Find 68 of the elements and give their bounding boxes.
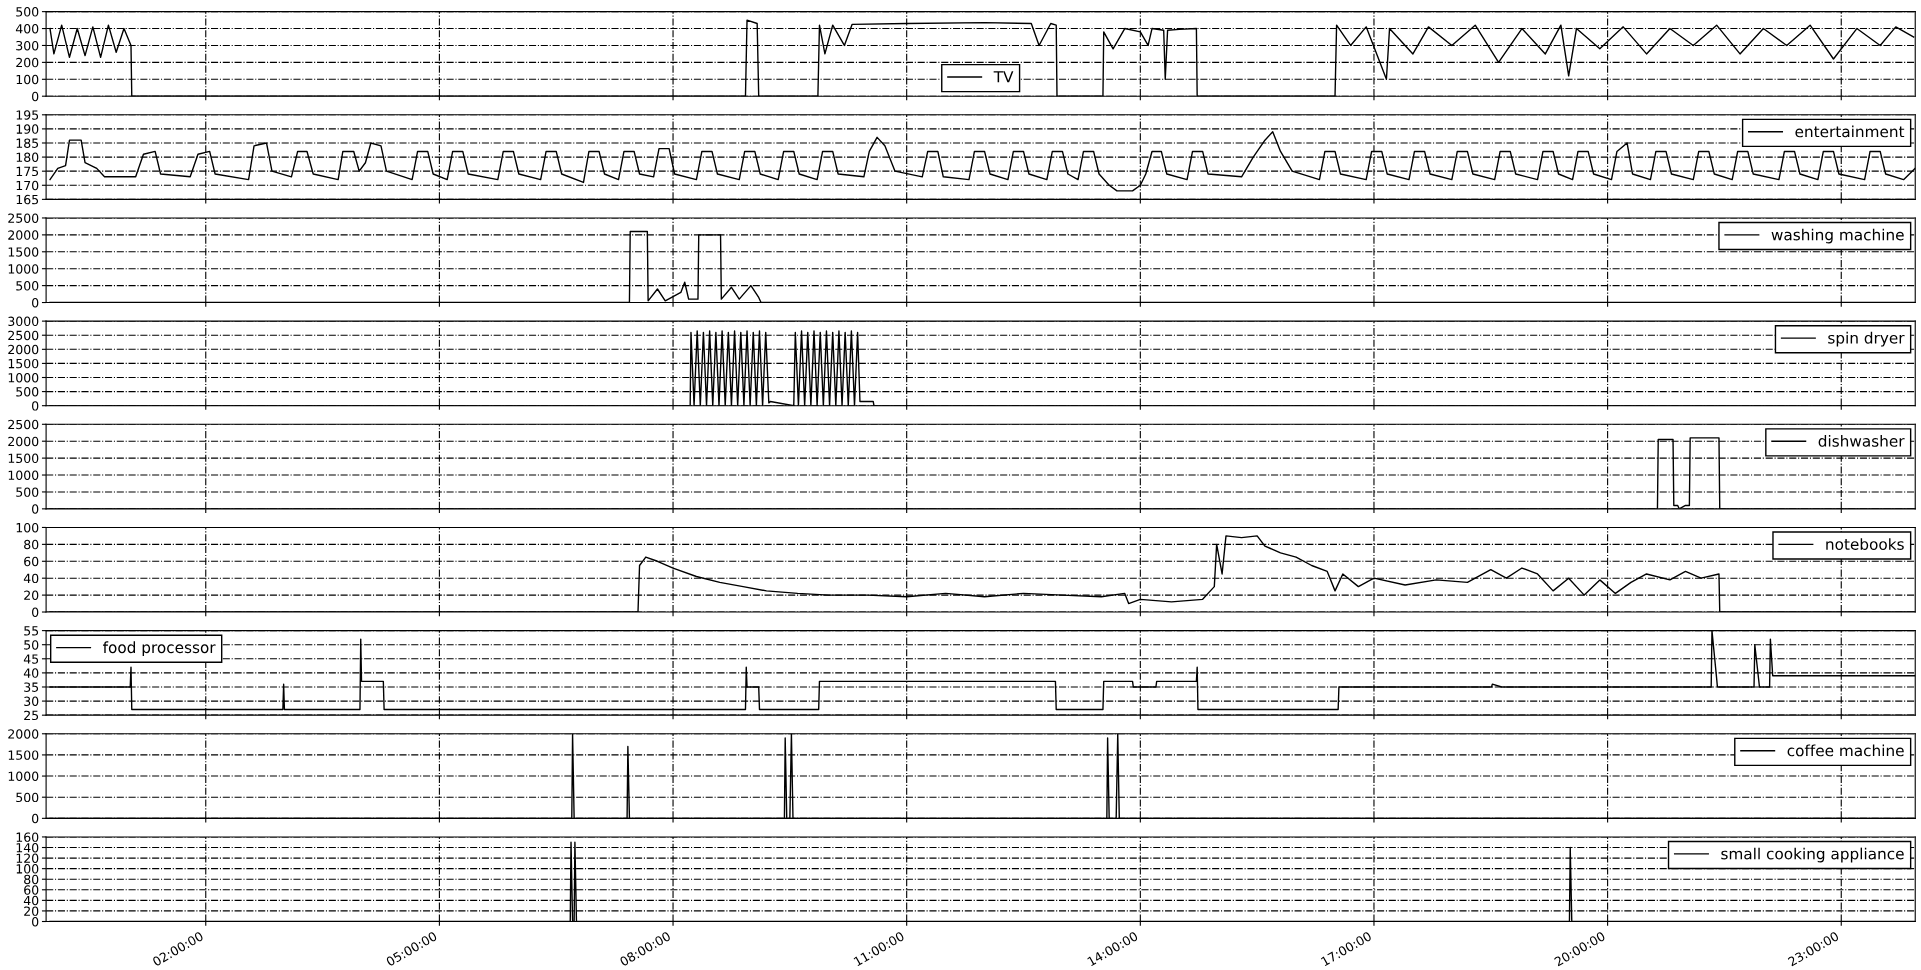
y-tick-label: 2000 (8, 436, 39, 447)
y-tick-label: 0 (32, 607, 39, 617)
y-tick-label: 500 (16, 7, 39, 17)
y-tick-label: 1500 (8, 247, 39, 257)
legend-label: notebooks (1826, 538, 1904, 550)
y-tick-label: 1500 (8, 358, 39, 369)
y-tick-label: 100 (16, 74, 39, 85)
y-tick-label: 0 (32, 401, 39, 411)
y-tick-label: 0 (32, 813, 39, 824)
y-tick-label: 120 (16, 853, 39, 864)
y-tick-label: 20 (24, 906, 39, 916)
y-tick-label: 160 (16, 832, 39, 842)
y-tick-label: 2000 (8, 230, 39, 240)
y-tick-label: 500 (16, 281, 39, 291)
y-tick-label: 60 (24, 885, 39, 895)
legend-label: washing machine (1771, 228, 1904, 244)
y-tick-label: 60 (24, 556, 39, 567)
y-tick-label: 140 (16, 842, 39, 853)
y-tick-label: 0 (32, 916, 39, 927)
y-tick-label: 400 (15, 24, 39, 34)
y-tick-label: 1000 (8, 372, 39, 383)
y-tick-label: 25 (24, 710, 39, 721)
y-tick-label: 195 (16, 110, 39, 120)
legend-label: spin dryer (1828, 331, 1905, 347)
y-tick-label: 20 (24, 590, 39, 601)
y-tick-label: 1500 (8, 750, 39, 760)
y-tick-label: 30 (24, 696, 39, 707)
y-tick-label: 80 (24, 539, 39, 550)
y-tick-label: 35 (24, 682, 39, 692)
y-tick-label: 500 (16, 792, 39, 803)
y-tick-label: 1000 (8, 470, 39, 480)
y-tick-label: 2000 (8, 344, 39, 355)
y-tick-label: 175 (16, 166, 39, 177)
y-tick-label: 45 (23, 654, 39, 664)
y-tick-label: 2500 (8, 330, 39, 341)
y-tick-label: 2500 (8, 213, 39, 223)
legend-label: coffee machine (1787, 744, 1904, 757)
y-tick-label: 500 (16, 487, 39, 497)
legend-label: small cooking appliance (1721, 847, 1904, 863)
y-tick-label: 1000 (8, 771, 39, 781)
y-tick-label: 2500 (8, 419, 39, 430)
y-tick-label: 40 (23, 895, 39, 906)
y-tick-label: 40 (23, 668, 39, 678)
y-tick-label: 300 (16, 40, 39, 51)
y-tick-label: 185 (16, 138, 39, 148)
y-tick-label: 80 (24, 874, 39, 885)
legend-label: food processor (102, 641, 216, 657)
y-tick-label: 1500 (8, 453, 39, 464)
y-tick-label: 50 (24, 640, 39, 650)
y-tick-label: 165 (16, 194, 39, 205)
y-tick-label: 0 (32, 504, 39, 514)
y-tick-label: 55 (24, 626, 39, 636)
y-tick-label: 100 (16, 864, 39, 874)
y-tick-label: 170 (16, 180, 39, 191)
y-tick-label: 180 (16, 152, 39, 163)
y-tick-label: 200 (16, 57, 39, 68)
y-tick-label: 0 (32, 298, 39, 308)
y-tick-label: 0 (32, 91, 39, 102)
legend-label: dishwasher (1818, 434, 1905, 447)
y-tick-label: 190 (16, 124, 39, 134)
y-tick-label: 2000 (8, 729, 39, 739)
legend-label: entertainment (1795, 125, 1905, 138)
y-tick-label: 100 (16, 522, 39, 533)
y-tick-label: 40 (23, 573, 39, 584)
y-tick-label: 1000 (8, 264, 39, 274)
legend-label: TV (993, 71, 1014, 83)
y-tick-label: 500 (16, 387, 39, 397)
y-tick-label: 3000 (8, 316, 39, 327)
